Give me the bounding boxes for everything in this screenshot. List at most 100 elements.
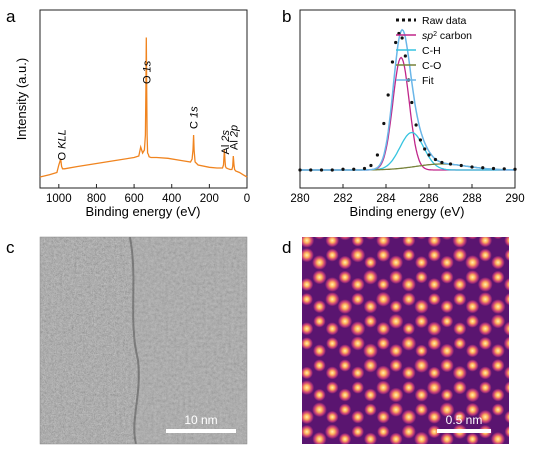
atom-spot	[337, 299, 353, 314]
atom-spot	[478, 336, 492, 350]
atom-spot	[338, 237, 352, 241]
atom-spot	[376, 237, 391, 248]
atom-spot	[440, 300, 454, 314]
atom-spot	[302, 337, 313, 350]
atom-spot	[415, 403, 428, 417]
chart-b-x-axis-title: Binding energy (eV)	[350, 204, 465, 219]
atom-spot	[490, 314, 506, 329]
chart-b-raw-point	[382, 121, 386, 126]
chart-b-raw-point	[433, 157, 438, 162]
chart-a-tick-label: 800	[87, 193, 106, 205]
chart-b-raw-point	[309, 168, 313, 172]
atom-spot	[364, 256, 377, 269]
chart-b-raw-point	[448, 162, 453, 166]
atom-spot	[351, 425, 364, 438]
chart-b: 280 282 284 286 288 290 Raw data sp2 carbon C-H…	[290, 9, 525, 219]
atom-spot	[302, 248, 314, 263]
chart-b-tick-label: 286	[419, 193, 438, 205]
atom-spot	[453, 337, 466, 350]
atom-spot	[427, 410, 442, 424]
atom-spot	[441, 447, 454, 458]
chart-a-frame	[39, 9, 248, 189]
atom-spot	[465, 299, 480, 314]
atom-spot	[364, 403, 377, 416]
atom-spot	[504, 237, 509, 247]
chart-a-peak-label: O 1s	[142, 60, 154, 84]
legend-label: sp2 carbon	[422, 30, 472, 42]
atom-spot	[351, 292, 365, 306]
atom-spot	[453, 322, 467, 336]
atom-spot	[287, 388, 301, 402]
atom-spot	[389, 359, 403, 372]
chart-b-sp2-carbon-curve	[300, 56, 515, 171]
atom-spot	[491, 255, 505, 270]
atom-spot	[302, 322, 314, 336]
atom-spot	[427, 336, 442, 351]
atom-spot	[504, 425, 509, 438]
atom-spot	[302, 293, 313, 306]
atom-spot	[375, 365, 391, 381]
atomic-scale-bar-label: 0.5 nm	[446, 413, 483, 427]
chart-b-tick-label: 288	[462, 193, 481, 205]
atom-spot	[326, 381, 339, 394]
atom-spot	[466, 344, 479, 358]
atom-spot	[478, 292, 493, 307]
atom-spot	[324, 277, 340, 292]
atom-spot	[504, 277, 509, 292]
atom-spot	[402, 366, 416, 380]
atom-spot	[288, 271, 300, 283]
atom-spot	[376, 380, 391, 395]
atom-spot	[427, 278, 441, 291]
atom-spot	[415, 271, 428, 284]
chart-b-raw-point	[394, 40, 398, 45]
atom-spot	[401, 336, 417, 351]
atom-spot	[414, 358, 429, 373]
chart-b-raw-point	[459, 163, 463, 168]
atom-spot	[441, 237, 453, 241]
atom-spot	[302, 237, 315, 248]
chart-b-raw-point	[298, 168, 302, 172]
atom-spot	[479, 381, 492, 394]
chart-a-y-axis-title: Intensity (a.u.)	[14, 58, 29, 140]
atom-spot	[377, 425, 390, 438]
atom-spot	[391, 237, 401, 240]
atom-spot	[427, 248, 441, 262]
atom-spot	[478, 237, 493, 248]
atom-spot	[452, 365, 467, 380]
atom-spot	[452, 248, 467, 263]
chart-a-tick-label: 600	[124, 193, 143, 205]
legend-label: Raw data	[422, 15, 467, 27]
atom-spot	[302, 409, 314, 425]
atom-spot	[389, 270, 403, 285]
atom-spot	[288, 345, 300, 357]
atom-spot	[439, 343, 455, 358]
atom-spot	[402, 322, 415, 335]
atom-spot	[491, 359, 505, 372]
atom-spot	[440, 270, 454, 284]
atom-spot	[466, 314, 479, 328]
atom-spot	[338, 388, 352, 402]
chart-b-raw-point	[386, 93, 390, 97]
atom-spot	[363, 299, 378, 314]
atom-spot	[325, 237, 340, 248]
atom-spot	[440, 388, 454, 402]
atom-spot	[313, 359, 326, 372]
atom-spot	[477, 277, 493, 292]
atom-spot	[465, 446, 480, 458]
atom-spot	[503, 336, 509, 351]
atom-spot	[302, 380, 315, 395]
chart-b-tick-label: 280	[290, 193, 309, 205]
atom-spot	[388, 387, 404, 403]
atom-spot	[504, 381, 509, 394]
tem-scale-bar-label: 10 nm	[184, 413, 217, 427]
atom-spot	[365, 237, 376, 240]
atom-spot	[288, 300, 301, 313]
atom-spot	[351, 366, 365, 380]
atom-spot	[326, 410, 339, 424]
atom-spot	[350, 247, 366, 263]
atom-spot	[491, 344, 505, 358]
chart-b-curves	[300, 28, 515, 171]
chart-a-peak-label: Al 2s	[220, 130, 232, 155]
